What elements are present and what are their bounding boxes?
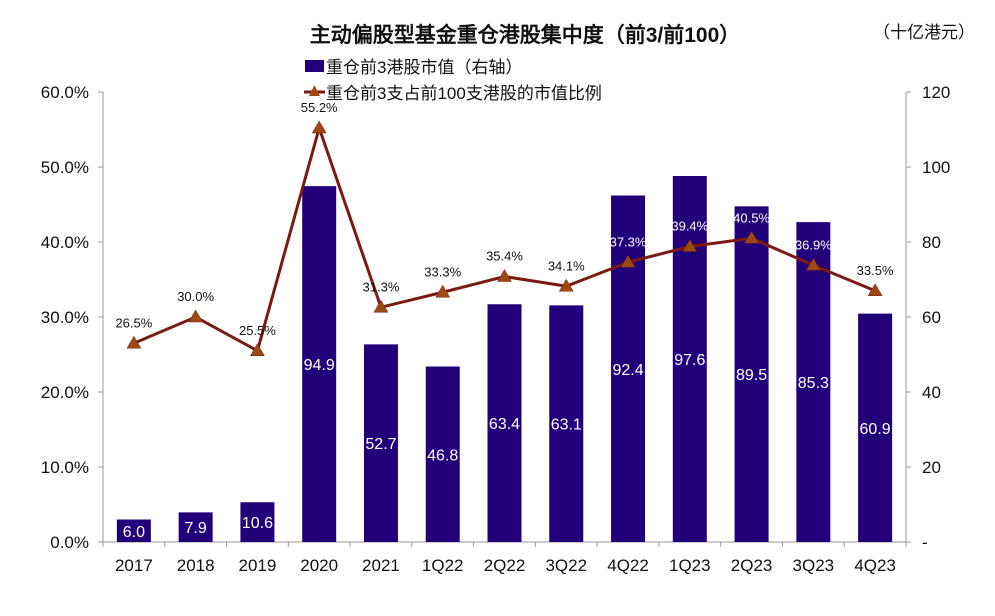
- bar: [549, 305, 584, 542]
- line-value-label: 31.3%: [363, 279, 400, 294]
- bar-value-label: 92.4: [612, 362, 643, 379]
- legend-triangle-icon: [309, 85, 320, 96]
- line-value-label: 33.3%: [424, 264, 461, 279]
- bar-value-label: 52.7: [365, 436, 396, 453]
- right-axis-tick-label: 20: [922, 458, 941, 477]
- line-marker: [373, 299, 389, 313]
- x-axis-tick-label: 1Q22: [422, 556, 464, 575]
- bar: [734, 206, 769, 542]
- right-axis-tick-label: 80: [922, 233, 941, 252]
- line-marker: [867, 283, 883, 296]
- bar-value-label: 10.6: [242, 515, 273, 532]
- left-axis-tick-label: 30.0%: [41, 308, 89, 327]
- bar: [425, 366, 460, 542]
- left-axis-tick-label: 20.0%: [41, 383, 89, 402]
- line-marker: [497, 269, 512, 282]
- bar: [178, 512, 213, 542]
- right-axis-tick-label: 100: [922, 158, 950, 177]
- bar-value-label: 60.9: [860, 421, 891, 438]
- bar: [240, 502, 275, 542]
- legend-line-label: 重仓前3支占前100支港股的市值比例: [326, 84, 602, 103]
- bar-value-label: 85.3: [798, 375, 829, 392]
- bar: [672, 176, 707, 542]
- bar: [858, 313, 893, 542]
- x-axis-tick-label: 2021: [362, 556, 400, 575]
- line-marker: [188, 309, 204, 323]
- line-value-label: 35.4%: [486, 249, 523, 264]
- bar: [611, 195, 646, 542]
- bar-value-label: 63.1: [551, 417, 582, 434]
- x-axis-tick-label: 3Q23: [793, 556, 835, 575]
- line-value-label: 55.2%: [301, 100, 338, 115]
- line-marker: [744, 230, 760, 244]
- line-marker: [558, 278, 574, 292]
- x-axis-tick-label: 3Q22: [545, 556, 587, 575]
- bar: [302, 186, 337, 542]
- line-marker: [435, 284, 451, 298]
- bar-value-label: 89.5: [736, 367, 767, 384]
- line-value-label: 39.4%: [671, 219, 708, 234]
- line-value-label: 37.3%: [610, 234, 647, 249]
- x-axis-tick-label: 2Q23: [731, 556, 773, 575]
- bar-value-label: 94.9: [304, 357, 335, 374]
- x-axis-tick-label: 2020: [300, 556, 338, 575]
- x-axis-tick-label: 2Q22: [484, 556, 526, 575]
- line-value-label: 25.5%: [239, 323, 276, 338]
- x-axis-tick-label: 1Q23: [669, 556, 711, 575]
- right-axis-tick-label: -: [922, 533, 928, 552]
- x-axis-tick-label: 2018: [177, 556, 215, 575]
- bar-value-label: 97.6: [674, 352, 705, 369]
- left-axis-tick-label: 50.0%: [41, 158, 89, 177]
- bar: [487, 304, 522, 542]
- line-value-label: 34.1%: [548, 258, 585, 273]
- bar-value-label: 7.9: [185, 520, 207, 537]
- legend-bar-label: 重仓前3港股市值（右轴）: [326, 58, 522, 77]
- x-axis-tick-label: 2019: [239, 556, 277, 575]
- line-value-label: 36.9%: [795, 237, 832, 252]
- line-value-label: 40.5%: [733, 210, 770, 225]
- x-axis-tick-label: 4Q22: [607, 556, 649, 575]
- chart-title: 主动偏股型基金重仓港股集中度（前3/前100）: [310, 23, 741, 47]
- bar-value-label: 46.8: [427, 447, 458, 464]
- line-marker: [682, 239, 698, 252]
- legend-bar-swatch: [305, 60, 324, 72]
- line-marker: [126, 335, 142, 349]
- line-marker: [620, 254, 636, 268]
- legend: 重仓前3港股市值（右轴） 重仓前3支占前100支港股的市值比例: [304, 58, 602, 103]
- x-axis-tick-label: 2017: [115, 556, 153, 575]
- left-axis-tick-label: 40.0%: [41, 233, 89, 252]
- line-marker: [805, 257, 821, 271]
- bar-value-label: 63.4: [489, 416, 520, 433]
- left-axis-tick-label: 10.0%: [41, 458, 89, 477]
- right-axis-tick-label: 40: [922, 383, 941, 402]
- left-axis-tick-label: 60.0%: [41, 83, 89, 102]
- line-marker: [311, 120, 327, 134]
- bar: [363, 344, 398, 542]
- bar: [116, 519, 151, 542]
- bar-value-label: 6.0: [123, 524, 145, 541]
- bar: [796, 222, 831, 542]
- unit-note: （十亿港元）: [873, 23, 975, 42]
- x-axis-tick-label: 4Q23: [854, 556, 896, 575]
- line-value-label: 26.5%: [115, 315, 152, 330]
- line-value-label: 30.0%: [177, 289, 214, 304]
- line-value-label: 33.5%: [857, 263, 894, 278]
- left-axis-tick-label: 0.0%: [50, 533, 89, 552]
- line-marker: [249, 343, 265, 356]
- right-axis-tick-label: 120: [922, 83, 950, 102]
- right-axis-tick-label: 60: [922, 308, 941, 327]
